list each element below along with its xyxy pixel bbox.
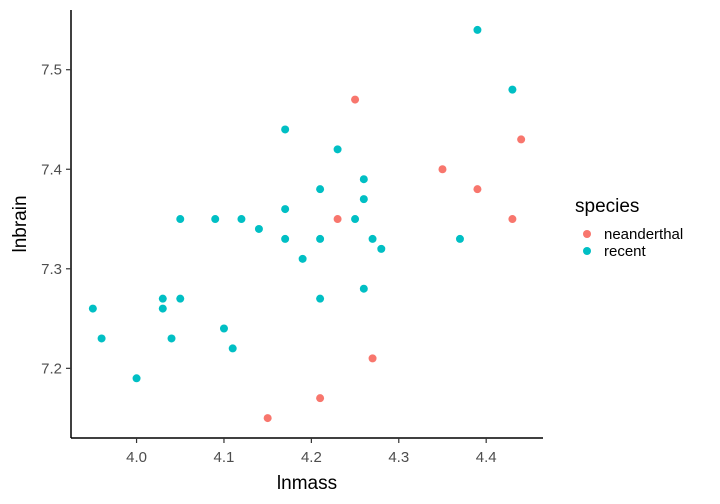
- recent-point: [508, 85, 517, 94]
- recent-point: [281, 125, 290, 134]
- neanderthal-point: [351, 95, 360, 104]
- neanderthal-point: [368, 354, 377, 363]
- legend-key-neanderthal: [583, 230, 591, 238]
- legend-title: species: [575, 196, 639, 217]
- neanderthal-point: [508, 215, 517, 224]
- neanderthal-point: [473, 185, 482, 194]
- recent-point: [298, 254, 307, 263]
- recent-point: [237, 215, 246, 224]
- recent-point: [88, 304, 97, 313]
- recent-point: [359, 175, 368, 184]
- recent-point: [351, 215, 360, 224]
- recent-point: [359, 284, 368, 293]
- recent-point: [316, 185, 325, 194]
- neanderthal-point: [517, 135, 526, 144]
- neanderthal-point: [316, 394, 325, 403]
- recent-point: [228, 344, 237, 353]
- x-axis-ticks: 4.0 4.1 4.2 4.3 4.4: [126, 438, 497, 466]
- x-tick-label: 4.0: [126, 449, 147, 466]
- y-axis-title: lnbrain: [10, 195, 31, 252]
- recent-point: [219, 324, 228, 333]
- legend-label-recent: recent: [604, 243, 647, 260]
- y-tick-label: 7.2: [41, 360, 62, 377]
- recent-point: [316, 294, 325, 303]
- recent-point: [473, 25, 482, 34]
- recent-point: [167, 334, 176, 343]
- y-tick-label: 7.3: [41, 261, 62, 278]
- recent-point: [211, 215, 220, 224]
- recent-point: [158, 304, 167, 313]
- y-tick-label: 7.4: [41, 161, 62, 178]
- recent-point: [368, 234, 377, 243]
- recent-point: [132, 374, 141, 383]
- x-tick-label: 4.2: [301, 449, 322, 466]
- x-tick-label: 4.1: [214, 449, 235, 466]
- recent-point: [97, 334, 106, 343]
- recent-point: [316, 234, 325, 243]
- recent-point: [455, 234, 464, 243]
- recent-point: [377, 244, 386, 253]
- recent-point: [333, 145, 342, 154]
- recent-point: [254, 224, 263, 233]
- recent-point: [158, 294, 167, 303]
- neanderthal-point: [333, 215, 342, 224]
- legend-label-neanderthal: neanderthal: [604, 226, 683, 243]
- x-tick-label: 4.4: [476, 449, 497, 466]
- neanderthal-point: [438, 165, 447, 174]
- recent-point: [281, 205, 290, 214]
- recent-point: [176, 215, 185, 224]
- y-axis-ticks: 7.2 7.3 7.4 7.5: [41, 62, 71, 377]
- neanderthal-point: [263, 414, 272, 423]
- x-tick-label: 4.3: [388, 449, 409, 466]
- x-axis-title: lnmass: [277, 473, 337, 494]
- y-tick-label: 7.5: [41, 62, 62, 79]
- legend-key-recent: [583, 247, 591, 255]
- recent-point: [359, 195, 368, 204]
- recent-point: [281, 234, 290, 243]
- recent-point: [176, 294, 185, 303]
- plot-area: [88, 25, 526, 423]
